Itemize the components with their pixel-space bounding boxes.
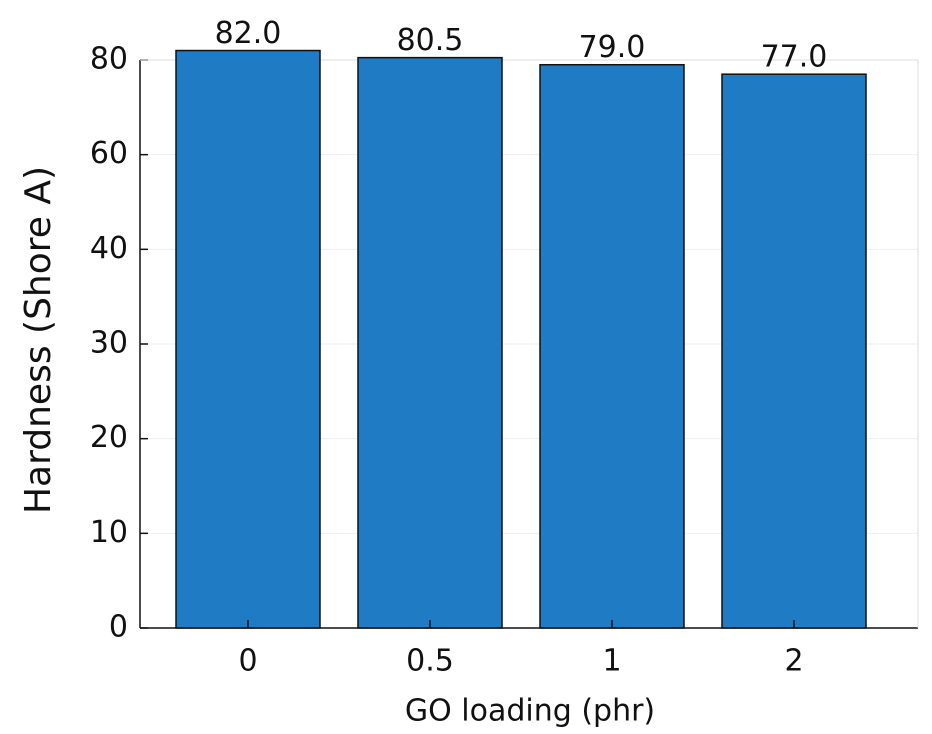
x-tick-label: 2: [784, 644, 803, 679]
bar: [539, 63, 685, 629]
y-tick-label: 80: [90, 42, 128, 77]
y-tick-label: 10: [90, 515, 128, 550]
y-tick-label: 20: [90, 420, 128, 455]
y-tick-label: 30: [90, 326, 128, 361]
y-axis-label: Hardness (Shore A): [18, 166, 59, 514]
x-tick-label: 0: [238, 644, 257, 679]
y-tick-label: 40: [90, 231, 128, 266]
value-label: 77.0: [761, 40, 828, 75]
x-tick-label: 0.5: [406, 644, 454, 679]
y-tick-label: 60: [90, 136, 128, 171]
bar: [175, 49, 321, 629]
value-label: 82.0: [215, 16, 282, 51]
x-tick-label: 1: [602, 644, 621, 679]
bar: [357, 56, 503, 629]
value-label: 79.0: [579, 30, 646, 65]
x-axis-label: GO loading (phr): [405, 694, 655, 729]
bar: [721, 73, 867, 629]
y-tick-label: 0: [109, 610, 128, 645]
value-label: 80.5: [397, 23, 464, 58]
